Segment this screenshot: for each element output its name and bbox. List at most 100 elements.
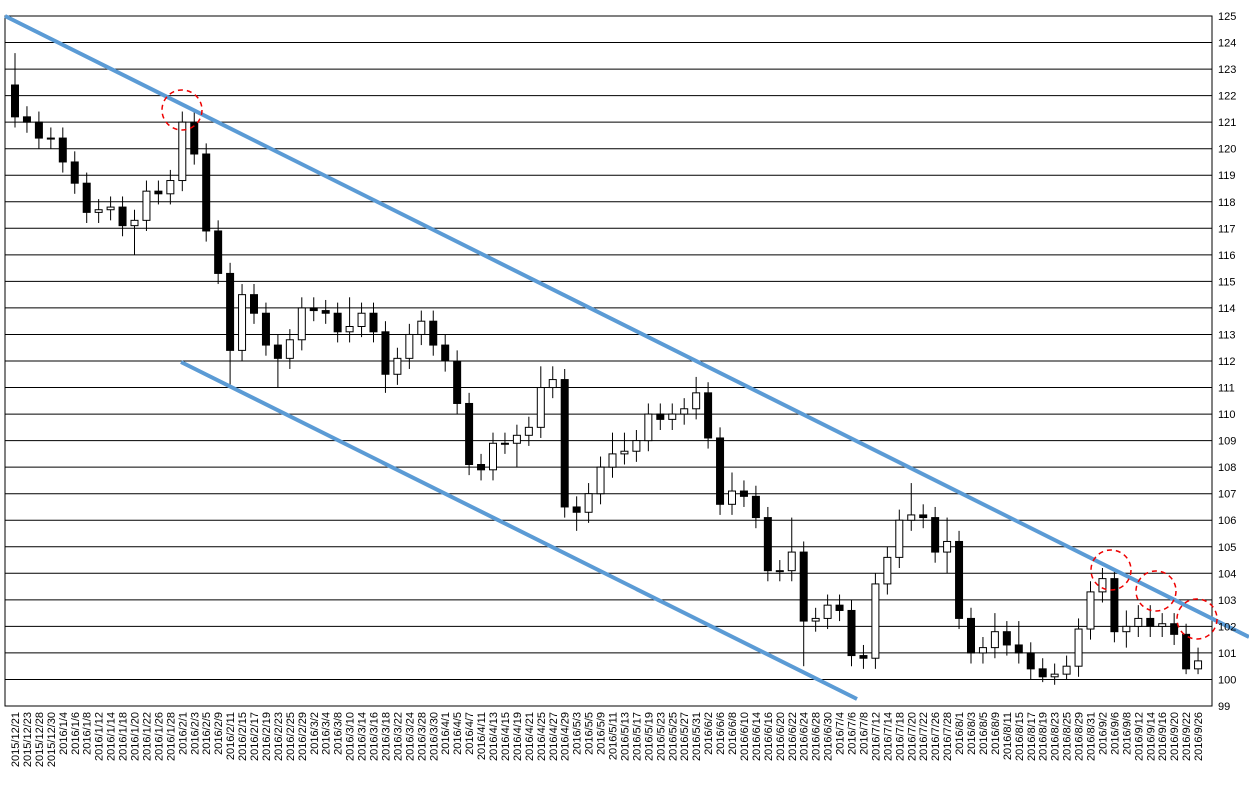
x-tick-label: 2016/6/24 — [799, 712, 811, 761]
x-tick-label: 2016/1/20 — [130, 712, 142, 761]
candle-body — [572, 506, 581, 513]
x-tick-label: 2016/4/7 — [464, 712, 476, 755]
candle-body — [477, 464, 486, 471]
candle-body — [728, 490, 736, 505]
x-tick-label: 2016/1/26 — [153, 712, 165, 761]
x-tick-label: 2016/7/18 — [894, 712, 906, 761]
x-tick-label: 2016/1/6 — [70, 712, 82, 755]
x-tick-label: 2016/2/23 — [273, 712, 285, 761]
candle-body — [1098, 578, 1107, 593]
candle-body — [799, 551, 808, 622]
candle-body — [500, 442, 509, 445]
highlight-circle — [1176, 598, 1218, 640]
x-tick-label: 2016/8/17 — [1026, 712, 1038, 761]
axis-labels: 99 100 101 102 103 104 105 106 107 108 109 110 111 11… — [10, 11, 1236, 767]
y-tick-label: 106 — [1218, 515, 1236, 527]
candle-body — [608, 453, 617, 468]
x-tick-label: 2016/3/22 — [392, 712, 404, 761]
candle-body — [739, 490, 748, 497]
x-tick-label: 2016/8/1 — [954, 712, 966, 755]
grid — [5, 15, 1212, 707]
candle-body — [1122, 625, 1131, 633]
x-tick-label: 2016/4/15 — [500, 712, 512, 761]
x-tick-label: 2016/6/10 — [739, 712, 751, 761]
x-tick-label: 2016/4/11 — [476, 712, 488, 760]
x-tick-label: 2016/8/5 — [978, 712, 990, 755]
candle-body — [1110, 578, 1119, 633]
trend-lines — [4, 14, 1249, 701]
x-tick-label: 2016/9/2 — [1097, 712, 1109, 755]
x-tick-label: 2016/9/12 — [1133, 712, 1145, 761]
x-tick-label: 2016/4/29 — [560, 712, 572, 761]
candle-body — [11, 84, 19, 118]
y-tick-label: 109 — [1218, 436, 1236, 448]
x-tick-label: 2015/12/23 — [22, 712, 34, 767]
x-tick-label: 2016/5/23 — [655, 712, 667, 761]
y-tick-label: 119 — [1218, 170, 1236, 182]
x-tick-label: 2016/6/30 — [823, 712, 835, 761]
candle-body — [751, 495, 760, 519]
x-tick-label: 2016/3/16 — [369, 712, 381, 761]
candle-body — [297, 307, 306, 341]
x-tick-label: 2016/8/23 — [1050, 712, 1062, 761]
candle-body — [811, 617, 820, 622]
y-tick-label: 111 — [1218, 383, 1235, 395]
x-tick-label: 2016/2/11 — [225, 712, 237, 760]
y-tick-label: 125 — [1218, 11, 1236, 23]
x-tick-label: 2016/7/22 — [918, 712, 930, 761]
x-tick-label: 2016/1/12 — [94, 712, 106, 761]
x-tick-label: 2016/2/17 — [249, 712, 261, 761]
highlight-circles — [161, 89, 1218, 640]
candle-body — [668, 413, 677, 420]
x-tick-label: 2016/2/3 — [189, 712, 201, 755]
y-tick-label: 117 — [1218, 223, 1236, 235]
candle-body — [489, 442, 497, 471]
x-tick-label: 2016/7/28 — [942, 712, 954, 761]
x-tick-label: 2016/8/25 — [1062, 712, 1074, 761]
candle-body — [46, 137, 55, 140]
candle-body — [632, 440, 641, 452]
x-tick-label: 2016/1/8 — [82, 712, 94, 755]
candle-body — [955, 540, 964, 619]
candle-body — [775, 570, 784, 573]
candle-body — [34, 121, 43, 139]
x-tick-label: 2016/6/28 — [811, 712, 823, 761]
x-tick-label: 2016/2/19 — [261, 712, 273, 761]
x-tick-label: 2016/9/6 — [1109, 712, 1121, 755]
candle-body — [692, 392, 701, 410]
x-tick-label: 2016/2/1 — [177, 712, 189, 755]
x-tick-label: 2016/6/14 — [751, 712, 763, 761]
candle-body — [763, 517, 772, 572]
candle-body — [990, 631, 999, 649]
candle-body — [214, 230, 223, 274]
x-tick-label: 2016/4/13 — [488, 712, 500, 761]
x-tick-label: 2016/7/8 — [858, 712, 870, 755]
y-tick-label: 115 — [1218, 276, 1236, 288]
y-tick-label: 105 — [1218, 542, 1236, 554]
x-tick-label: 2016/7/12 — [870, 712, 882, 761]
x-tick-label: 2016/5/3 — [572, 712, 584, 755]
x-tick-label: 2016/1/22 — [141, 712, 153, 761]
x-tick-label: 2016/4/19 — [512, 712, 524, 761]
candle-body — [596, 466, 605, 495]
y-tick-label: 123 — [1218, 64, 1236, 76]
candle-body — [1014, 644, 1023, 654]
x-tick-label: 2016/3/4 — [321, 712, 333, 755]
highlight-circle — [161, 89, 203, 131]
candle-body — [919, 514, 928, 519]
x-tick-label: 2016/3/30 — [428, 712, 440, 761]
candle-body — [106, 206, 115, 211]
x-tick-label: 2016/2/9 — [213, 712, 225, 755]
x-tick-label: 2016/3/24 — [404, 712, 416, 761]
candle-body — [465, 402, 474, 466]
x-tick-label: 2016/3/14 — [357, 712, 369, 761]
candle-body — [22, 116, 31, 123]
x-tick-label: 2016/4/21 — [524, 712, 536, 761]
x-tick-label: 2016/9/22 — [1181, 712, 1193, 761]
candle-body — [202, 153, 211, 232]
x-tick-label: 2016/3/18 — [380, 712, 392, 761]
x-tick-label: 2016/6/6 — [715, 712, 727, 755]
x-tick-label: 2016/9/8 — [1121, 712, 1133, 755]
